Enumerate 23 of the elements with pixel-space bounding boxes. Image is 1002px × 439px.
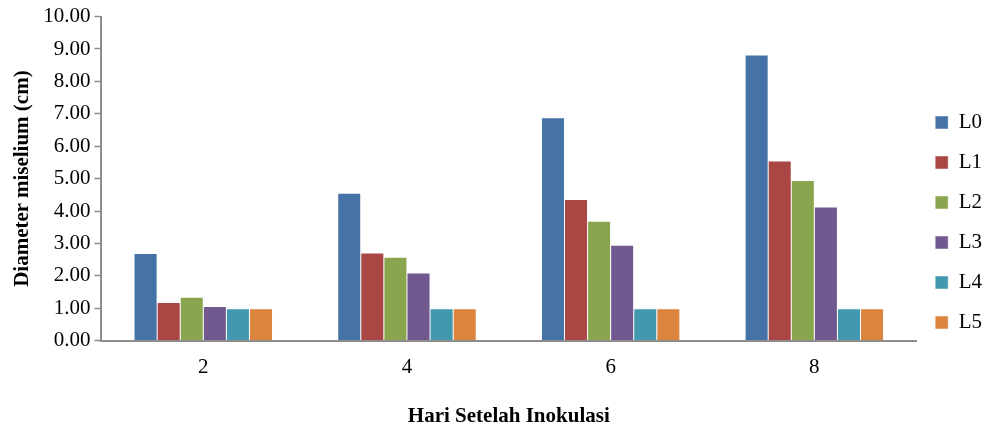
y-tick-label: 9.00	[53, 35, 91, 60]
x-tick-label: 6	[605, 353, 616, 378]
y-tick-label: 0.00	[53, 327, 91, 352]
legend-label: L2	[958, 189, 982, 214]
y-tick-label: 4.00	[53, 197, 91, 222]
y-tick-label: 1.00	[53, 294, 91, 319]
y-tick-label: 7.00	[53, 100, 91, 125]
y-tick-label: 2.00	[53, 262, 91, 287]
y-tick-label: 6.00	[53, 132, 91, 157]
legend-label: L0	[958, 109, 982, 134]
x-tick-label: 8	[809, 353, 820, 378]
legend-label: L1	[958, 149, 982, 174]
y-tick-label: 8.00	[53, 67, 91, 92]
y-tick-label: 3.00	[53, 229, 91, 254]
y-tick-label: 5.00	[53, 165, 91, 190]
x-tick-label: 2	[198, 353, 209, 378]
legend-label: L4	[958, 269, 983, 294]
x-axis-title: Hari Setelah Inokulasi	[407, 402, 610, 427]
y-tick-label: 10.00	[43, 3, 91, 28]
y-axis-title: Diameter miselium (cm)	[9, 70, 34, 287]
x-tick-label: 4	[401, 353, 413, 378]
legend-label: L3	[958, 229, 982, 254]
legend-label: L5	[958, 309, 982, 334]
